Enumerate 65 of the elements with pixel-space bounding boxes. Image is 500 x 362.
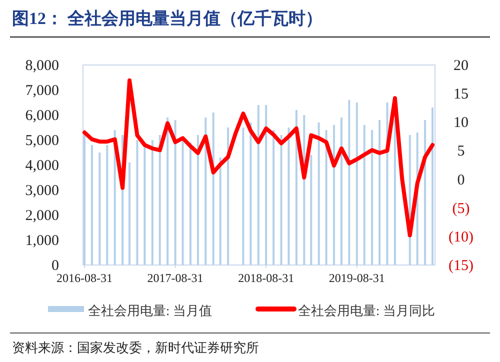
y-tick-label: 8,000 (25, 58, 59, 74)
bar (348, 100, 350, 265)
y2-tick-label: 5 (457, 144, 465, 160)
bar (227, 128, 230, 265)
bar (219, 158, 222, 265)
bar (318, 122, 320, 265)
bar (144, 145, 146, 265)
bar (83, 132, 86, 265)
bar (250, 122, 252, 265)
bar (257, 105, 260, 265)
legend-label: 全社会用电量: 当月同比 (298, 303, 435, 318)
bar (90, 145, 93, 265)
y-tick-label: 7,000 (25, 83, 59, 99)
x-tick-label: 2017-08-31 (147, 271, 204, 285)
y-tick-label: 6,000 (25, 108, 59, 124)
bar (288, 128, 290, 265)
bar (174, 120, 176, 265)
legend-label: 全社会用电量: 当月值 (88, 303, 212, 318)
y2-tick-label: (15) (448, 258, 474, 274)
y-tick-label: 4,000 (25, 158, 59, 174)
bar (196, 135, 199, 265)
y2-tick-label: 15 (454, 86, 468, 103)
bar (363, 125, 366, 265)
bar (378, 120, 381, 265)
bar (158, 135, 161, 265)
text: 资料来源：国家发改委，新时代证券研究所 (12, 340, 259, 355)
bar (280, 135, 282, 265)
y2-tick-label: (5) (452, 200, 470, 217)
bar (394, 120, 396, 265)
bar (136, 140, 138, 265)
y2-tick-label: (10) (448, 229, 474, 246)
bar (265, 105, 268, 265)
bar (325, 130, 328, 265)
bar (371, 130, 374, 265)
y2-tick-label: 10 (454, 115, 468, 132)
bar (151, 140, 154, 265)
bar (189, 142, 192, 265)
bar (204, 118, 207, 265)
bar (128, 162, 131, 265)
line-series (82, 78, 435, 238)
bar (340, 118, 342, 265)
bar (356, 102, 358, 265)
chart-title: 图12： 全社会用电量当月值（亿千瓦时） (12, 9, 322, 28)
bar (212, 112, 214, 265)
x-tick-label: 2019-08-31 (328, 271, 385, 285)
y-tick-label: 2,000 (25, 208, 59, 224)
bar (272, 130, 275, 265)
bar (432, 108, 434, 265)
bar (166, 118, 169, 265)
bar (333, 125, 335, 265)
y-tick-label: 3,000 (25, 183, 59, 199)
bar (424, 120, 426, 265)
bar (386, 102, 388, 265)
bar (182, 140, 184, 265)
bar (98, 152, 101, 265)
y-tick-label: 5,000 (25, 133, 59, 149)
y2-tick-label: 0 (457, 172, 465, 188)
y-tick-label: 0 (52, 258, 59, 274)
bar (310, 155, 312, 265)
x-tick-label: 2016-08-31 (56, 271, 112, 285)
x-tick-label: 2018-08-31 (238, 271, 294, 285)
bar (242, 128, 244, 265)
y2-tick-label: 20 (454, 58, 468, 74)
y-tick-label: 1,000 (25, 233, 59, 249)
bar (106, 145, 108, 265)
